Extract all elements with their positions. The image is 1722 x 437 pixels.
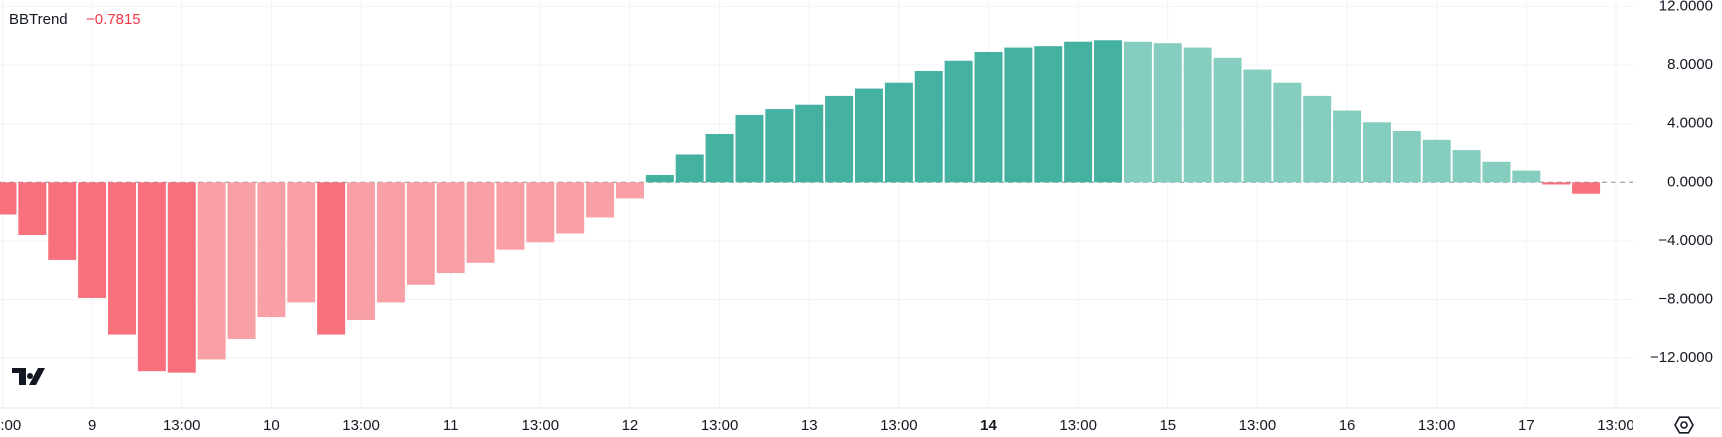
bar: [78, 182, 107, 298]
settings-icon[interactable]: [1674, 416, 1694, 434]
bar: [705, 133, 734, 183]
bar: [287, 182, 316, 303]
bar: [854, 88, 883, 183]
bar: [496, 182, 525, 250]
x-axis: 13:00 9 13:00 10 13:00 11 13:00 12 13:00 13 13:00 1…: [0, 417, 1635, 434]
x-tick-label: 13:00: [880, 417, 918, 434]
bars: [0, 40, 1601, 373]
bar: [1183, 47, 1212, 183]
y-tick-label: −12.0000: [1650, 349, 1713, 366]
x-tick-label: 14: [980, 417, 997, 434]
bar: [1303, 95, 1332, 183]
bar: [1482, 161, 1511, 183]
bar: [795, 104, 824, 183]
x-tick-label: 10: [263, 417, 280, 434]
bar: [1422, 139, 1451, 183]
x-tick-label: 13:00: [1239, 417, 1277, 434]
bar: [1243, 69, 1272, 183]
x-tick-label: 16: [1339, 417, 1356, 434]
bar: [347, 182, 376, 320]
bar: [1362, 122, 1391, 183]
x-tick-label: 13:00: [0, 417, 21, 434]
bar: [615, 182, 644, 199]
y-tick-label: −8.0000: [1658, 290, 1713, 307]
bar: [48, 182, 77, 260]
bar: [18, 182, 47, 236]
bar: [735, 114, 764, 183]
bar: [1004, 47, 1033, 183]
bar: [317, 182, 346, 335]
bar: [974, 51, 1003, 183]
bar: [0, 182, 17, 215]
bar: [406, 182, 435, 285]
indicator-value: −0.7815: [86, 11, 141, 28]
y-tick-label: 12.0000: [1659, 0, 1713, 15]
bar: [556, 182, 585, 234]
bar: [586, 182, 615, 218]
indicator-name: BBTrend: [9, 11, 68, 28]
bar: [376, 182, 405, 303]
bar: [137, 182, 166, 372]
bar: [884, 82, 913, 183]
bar: [1153, 43, 1182, 183]
bar: [466, 182, 495, 263]
bar: [257, 182, 286, 318]
x-tick-label: 15: [1159, 417, 1176, 434]
x-tick-label: 13:00: [701, 417, 739, 434]
x-tick-label: 11: [443, 417, 459, 434]
x-tick-label: 12: [622, 417, 639, 434]
y-tick-label: 4.0000: [1667, 115, 1713, 132]
bar: [107, 182, 136, 335]
bar: [914, 71, 943, 183]
x-tick-label: 13:00: [342, 417, 380, 434]
bar: [197, 182, 226, 360]
bar: [1064, 41, 1093, 183]
y-tick-label: 0.0000: [1667, 173, 1713, 190]
x-tick-label: 9: [88, 417, 96, 434]
bar: [765, 109, 794, 183]
bar: [645, 174, 674, 183]
bar: [1392, 131, 1421, 183]
x-tick-label: 13:00: [1059, 417, 1097, 434]
bar: [1542, 182, 1571, 185]
x-tick-label: 13:00: [522, 417, 560, 434]
y-axis: 12.0000 8.0000 4.0000 0.0000 −4.0000 −8.0000 −…: [1650, 0, 1713, 366]
bar: [1273, 82, 1302, 183]
bar: [227, 182, 256, 339]
bar: [1123, 41, 1152, 183]
bar: [1213, 57, 1242, 183]
bar: [1094, 40, 1123, 183]
bar: [825, 95, 854, 183]
bar: [1572, 182, 1601, 194]
y-tick-label: −4.0000: [1658, 232, 1713, 249]
x-tick-label: 17: [1518, 417, 1535, 434]
x-tick-label: 13: [801, 417, 818, 434]
bar: [675, 154, 704, 183]
bar: [526, 182, 555, 243]
logo: [12, 368, 45, 385]
y-tick-label: 8.0000: [1667, 56, 1713, 73]
x-tick-label: 13:00: [163, 417, 201, 434]
bar: [944, 60, 973, 183]
bar: [1034, 46, 1063, 183]
x-tick-label: 13:00: [1418, 417, 1456, 434]
bar: [1333, 110, 1362, 183]
bar: [167, 182, 196, 373]
bar: [1452, 150, 1481, 183]
x-tick-label: 13:00: [1597, 417, 1635, 434]
bar: [1512, 170, 1541, 183]
bar: [436, 182, 465, 274]
